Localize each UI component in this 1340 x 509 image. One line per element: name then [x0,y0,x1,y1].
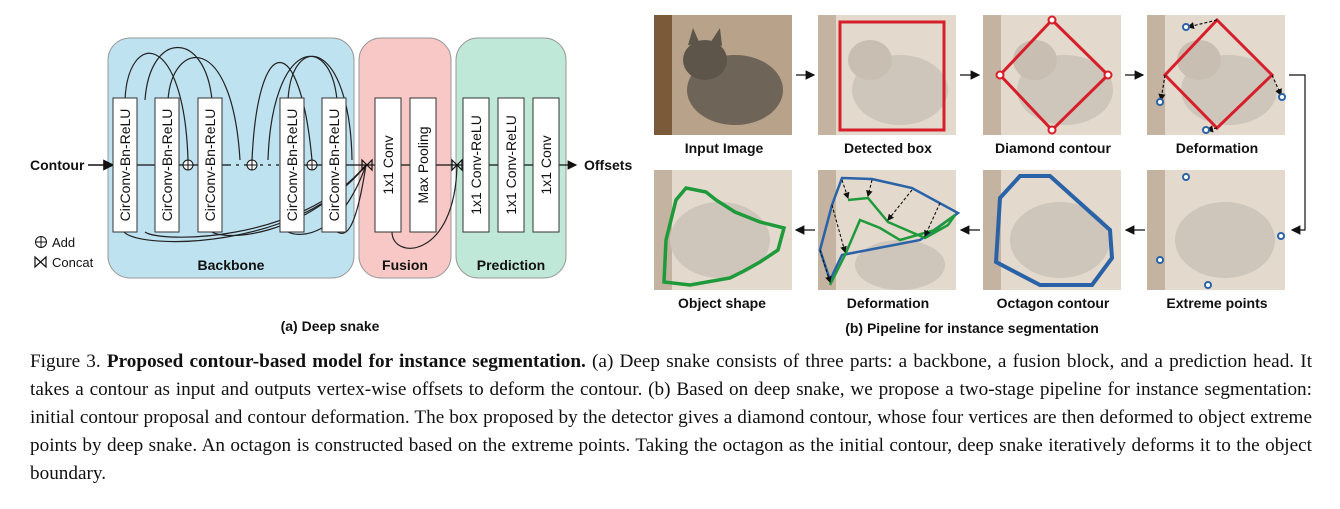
backbone-layer: CirConv-Bn-ReLU [112,97,138,233]
backbone-label: Backbone [198,257,265,273]
deformation-contour-blue [818,176,961,284]
svg-text:CirConv-Bn-ReLU: CirConv-Bn-ReLU [326,109,342,222]
add-legend-icon [35,236,47,248]
svg-text:CirConv-Bn-ReLU: CirConv-Bn-ReLU [202,109,218,222]
pipeline-arrow [1289,74,1306,235]
panel-label-deformation: Deformation [847,295,929,311]
object-shape [662,186,787,287]
detected-box [838,20,946,132]
concat-legend-label: Concat [52,255,94,270]
deep-snake-diagram: CirConv-Bn-ReLU CirConv-Bn-ReLU CirConv-… [30,37,632,334]
svg-text:1x1 Conv-ReLU: 1x1 Conv-ReLU [503,115,519,215]
concat-node [451,158,463,172]
panel-label-octagon-contour: Octagon contour [997,295,1110,311]
fusion-layer: Max Pooling [409,97,437,233]
backbone-layer: CirConv-Bn-ReLU [321,97,347,233]
caption-title: Proposed contour-based model for instanc… [106,351,586,372]
cat-photo-faded [654,170,792,290]
fusion-block [358,37,452,279]
add-node [182,159,194,171]
svg-text:1x1 Conv: 1x1 Conv [538,135,554,194]
extreme-point [1156,23,1286,134]
prediction-layer: 1x1 Conv-ReLU [462,97,490,233]
subcaption-a: (a) Deep snake [281,318,380,334]
backbone-layer: CirConv-Bn-ReLU [154,97,180,233]
svg-text:Max Pooling: Max Pooling [415,126,431,203]
deformation-contour-green [828,196,957,286]
svg-text:CirConv-Bn-ReLU: CirConv-Bn-ReLU [284,109,300,222]
backbone-layer: CirConv-Bn-ReLU [197,97,223,233]
cat-photo-faded [983,15,1121,135]
extreme-point [1156,173,1285,289]
panel-label-deformation: Deformation [1176,140,1258,156]
caption-body: (a) Deep snake consists of three parts: … [30,351,1313,484]
fusion-label: Fusion [382,257,428,273]
pipeline-diagram: Input Image Detected box Diamond contour… [654,15,1306,336]
add-node [306,159,318,171]
cat-photo-faded [1147,15,1285,135]
panel-label-detected-box: Detected box [844,140,932,156]
backbone-layer: CirConv-Bn-ReLU [279,97,305,233]
concat-node [361,158,373,172]
octagon-contour [993,174,1115,287]
panel-label-extreme-points: Extreme points [1166,295,1267,311]
add-node [246,159,258,171]
prediction-label: Prediction [477,257,545,273]
prediction-layer: 1x1 Conv [532,97,560,233]
cat-photo [654,15,792,135]
panel-label-diamond-contour: Diamond contour [995,140,1111,156]
add-legend-label: Add [52,235,75,250]
figure-caption: Figure 3. Proposed contour-based model f… [30,348,1312,488]
svg-text:CirConv-Bn-ReLU: CirConv-Bn-ReLU [159,109,175,222]
panel-label-object-shape: Object shape [678,295,766,311]
backbone-block [107,37,355,279]
figure-label: Figure 3. [30,351,101,372]
fusion-layer: 1x1 Conv [374,97,402,233]
prediction-layer: 1x1 Conv-ReLU [497,97,525,233]
deformation-arrows [819,179,941,284]
svg-text:1x1 Conv: 1x1 Conv [380,135,396,194]
contour-label: Contour [30,157,85,173]
concat-legend-icon [34,255,47,269]
subcaption-b: (b) Pipeline for instance segmentation [845,320,1099,336]
offsets-label: Offsets [584,157,632,173]
contour-vertex [995,15,1113,135]
figure-graphic: CirConv-Bn-ReLU CirConv-Bn-ReLU CirConv-… [30,15,1306,336]
svg-text:1x1 Conv-ReLU: 1x1 Conv-ReLU [468,115,484,215]
cat-photo-faded [818,170,956,290]
panel-label-input-image: Input Image [685,140,764,156]
cat-photo-faded [1147,170,1285,290]
svg-text:CirConv-Bn-ReLU: CirConv-Bn-ReLU [117,109,133,222]
deformation-arrows [1158,19,1282,133]
